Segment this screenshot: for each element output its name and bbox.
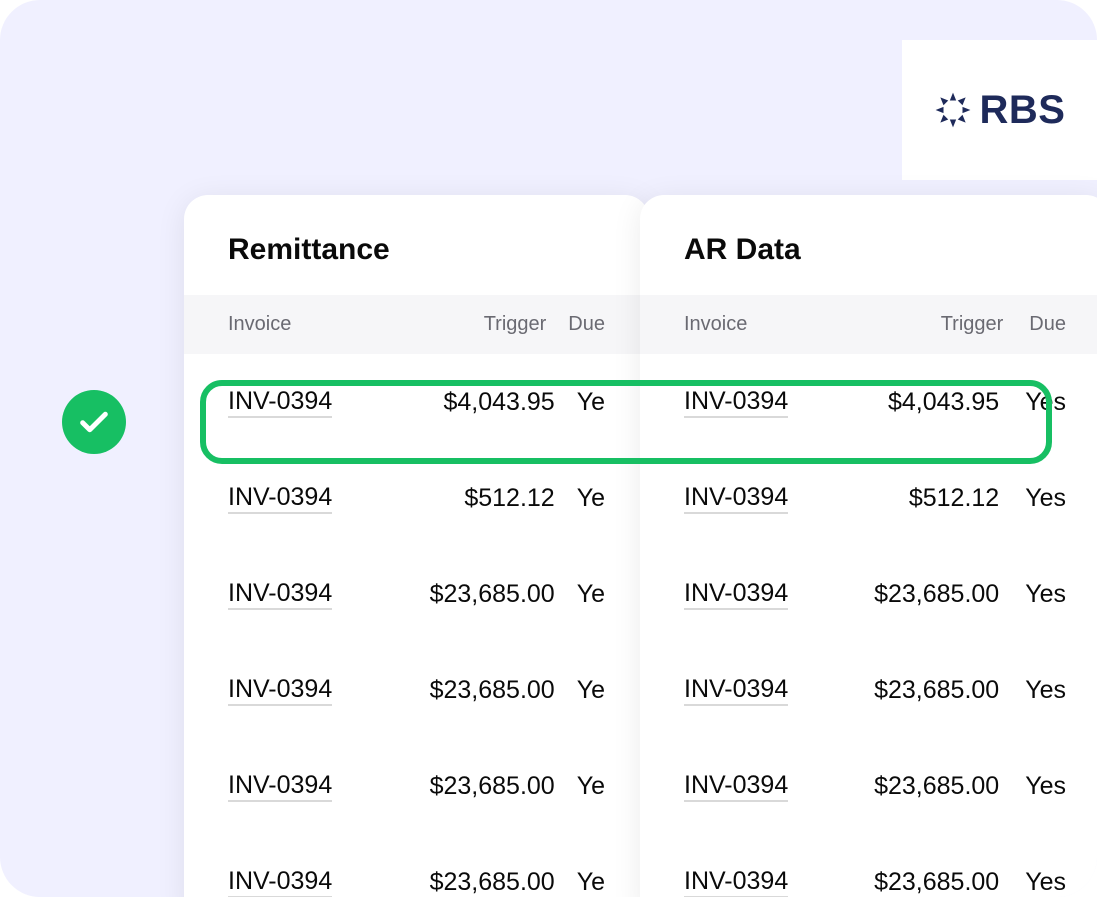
- cell-due: Yes: [999, 676, 1066, 705]
- cell-trigger: $23,685.00: [850, 772, 999, 801]
- col-header-invoice: Invoice: [684, 313, 853, 336]
- cell-trigger: $23,685.00: [382, 676, 554, 705]
- cell-invoice: INV-0394: [228, 387, 382, 418]
- table-row[interactable]: INV-0394$4,043.95Yes: [640, 354, 1097, 450]
- cell-invoice: INV-0394: [684, 483, 850, 514]
- table-row[interactable]: INV-0394$23,685.00Ye: [184, 642, 649, 738]
- cell-trigger: $23,685.00: [382, 580, 554, 609]
- table-row[interactable]: INV-0394$23,685.00Yes: [640, 642, 1097, 738]
- cell-due: Ye: [555, 772, 605, 801]
- cell-due: Yes: [999, 580, 1066, 609]
- brand-logo-card: RBS: [902, 40, 1097, 180]
- table-row[interactable]: INV-0394$512.12Ye: [184, 450, 649, 546]
- cell-trigger: $23,685.00: [850, 580, 999, 609]
- cell-invoice: INV-0394: [684, 867, 850, 897]
- ardata-panel: AR Data Invoice Trigger Due INV-0394$4,0…: [640, 195, 1097, 897]
- cell-invoice: INV-0394: [684, 387, 850, 418]
- ardata-title: AR Data: [640, 195, 1097, 295]
- ardata-rows: INV-0394$4,043.95YesINV-0394$512.12YesIN…: [640, 354, 1097, 897]
- cell-due: Yes: [999, 388, 1066, 417]
- cell-trigger: $512.12: [850, 484, 999, 513]
- col-header-due: Due: [1003, 313, 1066, 336]
- remittance-header-row: Invoice Trigger Due: [184, 295, 649, 354]
- cell-due: Ye: [555, 580, 605, 609]
- cell-invoice: INV-0394: [228, 483, 382, 514]
- cell-trigger: $23,685.00: [850, 676, 999, 705]
- cell-due: Ye: [555, 484, 605, 513]
- cell-invoice: INV-0394: [228, 771, 382, 802]
- cell-invoice: INV-0394: [228, 867, 382, 897]
- rbs-daisy-icon: [934, 91, 972, 129]
- col-header-trigger: Trigger: [378, 313, 546, 336]
- cell-trigger: $23,685.00: [382, 868, 554, 897]
- remittance-rows: INV-0394$4,043.95YeINV-0394$512.12YeINV-…: [184, 354, 649, 897]
- ardata-header-row: Invoice Trigger Due: [640, 295, 1097, 354]
- table-row[interactable]: INV-0394$23,685.00Yes: [640, 834, 1097, 897]
- cell-invoice: INV-0394: [228, 579, 382, 610]
- cell-due: Yes: [999, 868, 1066, 897]
- match-check-icon: [62, 390, 126, 454]
- table-row[interactable]: INV-0394$23,685.00Yes: [640, 738, 1097, 834]
- cell-invoice: INV-0394: [228, 675, 382, 706]
- cell-due: Ye: [555, 388, 605, 417]
- col-header-due: Due: [546, 313, 605, 336]
- remittance-panel: Remittance Invoice Trigger Due INV-0394$…: [184, 195, 649, 897]
- cell-due: Yes: [999, 772, 1066, 801]
- cell-trigger: $4,043.95: [850, 388, 999, 417]
- table-row[interactable]: INV-0394$4,043.95Ye: [184, 354, 649, 450]
- table-row[interactable]: INV-0394$23,685.00Ye: [184, 546, 649, 642]
- cell-invoice: INV-0394: [684, 579, 850, 610]
- cell-trigger: $23,685.00: [850, 868, 999, 897]
- table-row[interactable]: INV-0394$23,685.00Ye: [184, 834, 649, 897]
- cell-invoice: INV-0394: [684, 771, 850, 802]
- cell-trigger: $512.12: [382, 484, 554, 513]
- col-header-invoice: Invoice: [228, 313, 378, 336]
- cell-due: Yes: [999, 484, 1066, 513]
- table-row[interactable]: INV-0394$512.12Yes: [640, 450, 1097, 546]
- canvas: RBS Remittance Invoice Trigger Due INV-0…: [0, 0, 1097, 897]
- table-row[interactable]: INV-0394$23,685.00Yes: [640, 546, 1097, 642]
- remittance-title: Remittance: [184, 195, 649, 295]
- cell-due: Ye: [555, 676, 605, 705]
- table-row[interactable]: INV-0394$23,685.00Ye: [184, 738, 649, 834]
- brand-logo-text: RBS: [980, 88, 1066, 133]
- col-header-trigger: Trigger: [853, 313, 1004, 336]
- cell-due: Ye: [555, 868, 605, 897]
- cell-trigger: $4,043.95: [382, 388, 554, 417]
- cell-invoice: INV-0394: [684, 675, 850, 706]
- cell-trigger: $23,685.00: [382, 772, 554, 801]
